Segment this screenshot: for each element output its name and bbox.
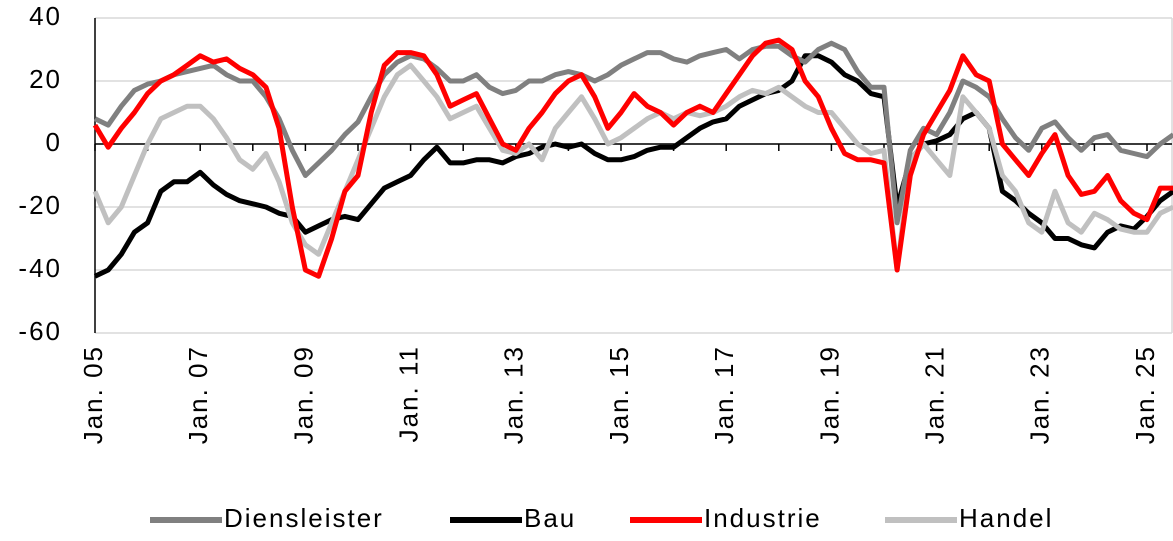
- legend-label: Diensleister: [224, 503, 384, 533]
- y-tick-label: 20: [29, 64, 62, 94]
- x-tick-label: Jan. 21: [919, 345, 949, 444]
- y-tick-label: -40: [18, 253, 62, 283]
- legend-label: Industrie: [704, 503, 822, 533]
- y-tick-label: 40: [29, 1, 62, 31]
- x-tick-label: Jan. 25: [1130, 345, 1160, 444]
- x-tick-label: Jan. 05: [78, 345, 108, 444]
- x-tick-label: Jan. 11: [393, 345, 423, 442]
- x-tick-label: Jan. 13: [499, 345, 529, 444]
- legend-label: Handel: [959, 503, 1053, 533]
- x-tick-label: Jan. 07: [183, 345, 213, 444]
- x-tick-label: Jan. 19: [814, 345, 844, 444]
- x-tick-label: Jan. 23: [1025, 345, 1055, 444]
- legend-label: Bau: [524, 503, 576, 533]
- series-line: [92, 37, 1173, 279]
- x-tick-label: Jan. 09: [288, 345, 318, 444]
- y-tick-label: -60: [18, 316, 62, 346]
- x-tick-label: Jan. 15: [604, 345, 634, 444]
- y-tick-label: -20: [18, 190, 62, 220]
- y-tick-label: 0: [46, 127, 62, 157]
- x-tick-label: Jan. 17: [709, 345, 739, 444]
- series-line: [92, 62, 1173, 273]
